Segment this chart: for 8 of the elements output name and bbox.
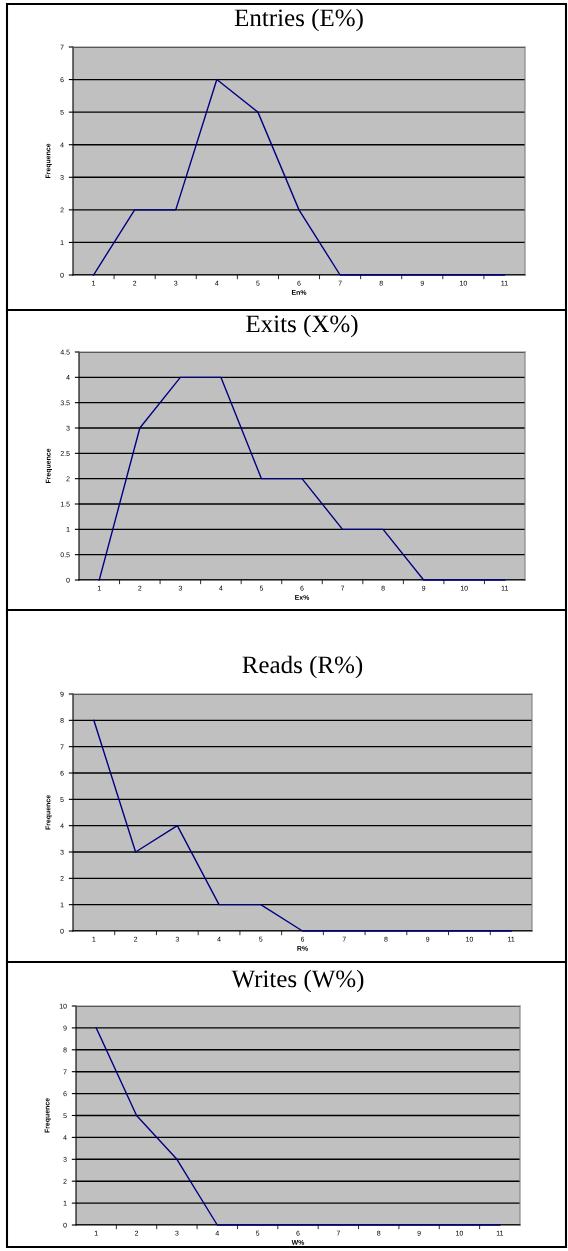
line-series (95, 1027, 501, 1226)
line-series (98, 376, 506, 581)
chart-title: Reads (R%) (242, 655, 363, 679)
chart-title: Exits (X%) (246, 314, 358, 338)
chart-title: Writes (W%) (231, 969, 364, 993)
line-series (93, 719, 512, 932)
chart-title: Entries (E%) (234, 8, 363, 32)
line-series (92, 78, 506, 276)
